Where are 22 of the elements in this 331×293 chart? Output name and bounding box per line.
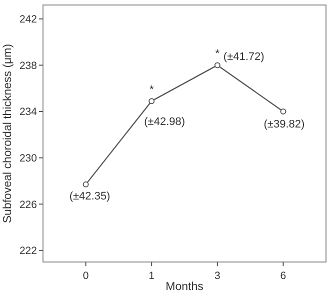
y-tick-label: 238 (19, 60, 38, 72)
y-axis-title: Subfoveal choroidal thickness (μm) (2, 44, 14, 224)
annotation: * (149, 84, 154, 96)
annotation: (±41.72) (223, 51, 264, 64)
x-tick-label: 1 (148, 270, 155, 282)
x-tick-label: 3 (214, 270, 220, 282)
annotation: (±42.35) (69, 190, 110, 202)
annotation: (±42.98) (144, 116, 186, 128)
y-tick-label: 230 (19, 152, 38, 164)
point (82, 181, 89, 188)
annotation: (±39.82) (264, 118, 305, 131)
point (214, 62, 220, 68)
y-tick-label: 222 (19, 245, 38, 258)
point (280, 108, 286, 115)
y-tick-label: 234 (19, 106, 38, 118)
x-tick-label: 6 (280, 270, 286, 282)
point (148, 98, 155, 104)
y-tick-label: 226 (19, 198, 38, 211)
x-tick-label: 0 (82, 270, 89, 282)
annotation: * (215, 48, 220, 60)
y-tick-label: 242 (19, 14, 38, 26)
x-axis-title: Months (166, 281, 204, 293)
